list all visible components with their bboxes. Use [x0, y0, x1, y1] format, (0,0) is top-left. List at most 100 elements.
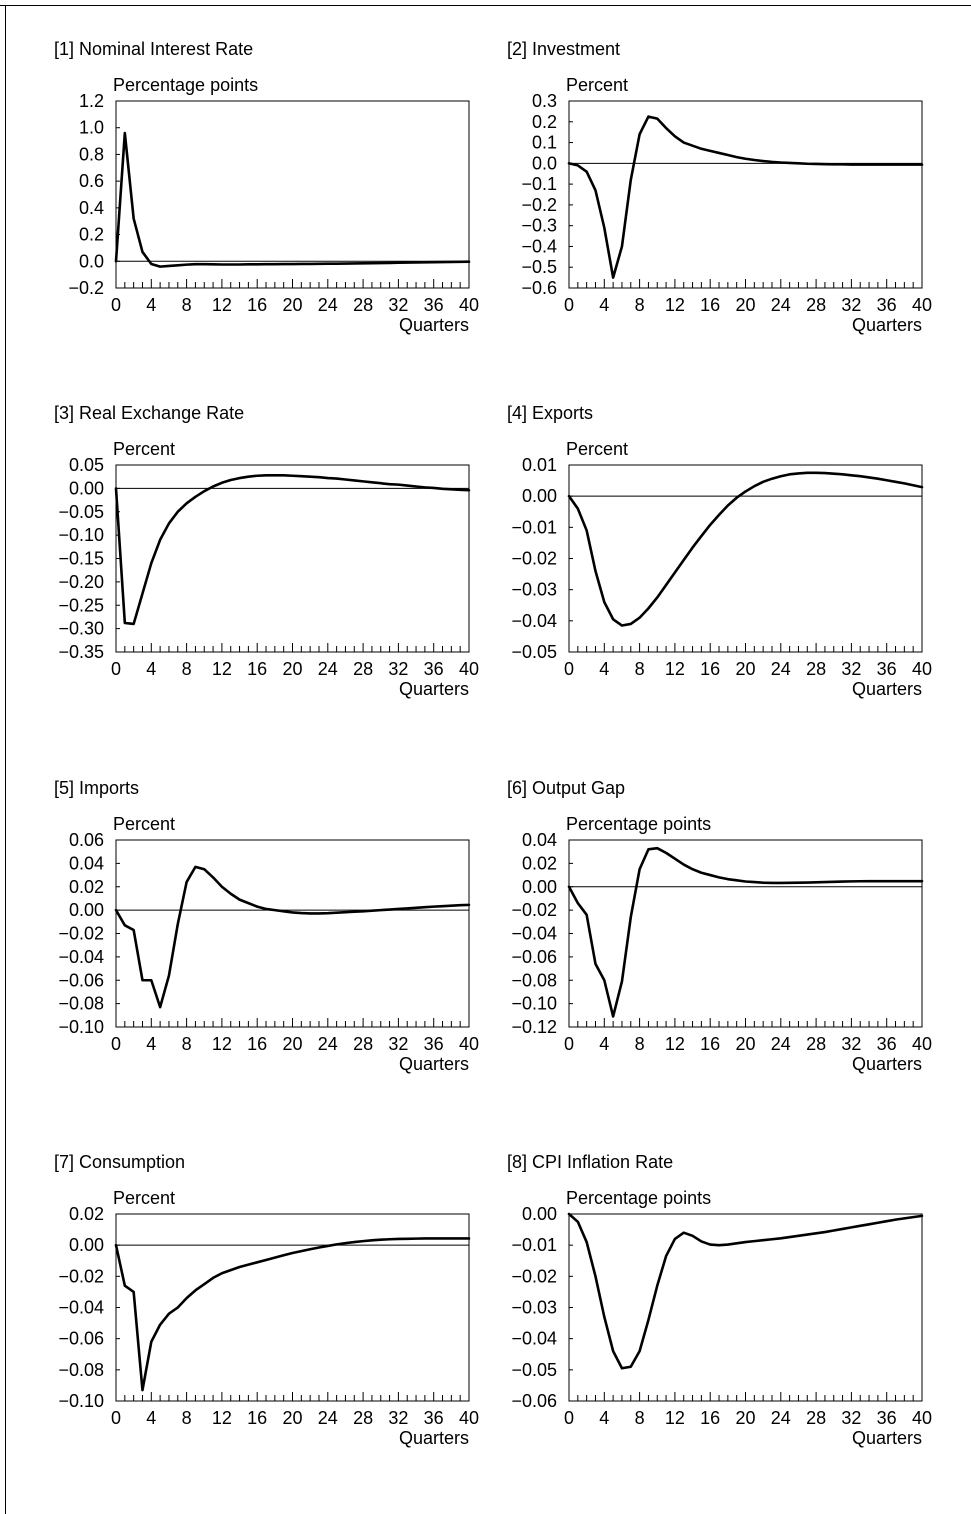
chart-title: [6] Output Gap — [507, 778, 625, 798]
x-tick-label: 4 — [146, 659, 156, 679]
y-tick-label: 0.00 — [522, 486, 557, 506]
y-tick-label: −0.3 — [521, 216, 557, 236]
x-tick-label: 20 — [735, 1408, 755, 1428]
y-axis-unit-label: Percent — [566, 75, 628, 95]
x-axis-label: Quarters — [399, 315, 469, 335]
x-tick-label: 28 — [353, 295, 373, 315]
y-tick-label: −0.30 — [58, 619, 104, 639]
series-line — [567, 115, 924, 279]
chart-panel-4: [4] Exports Percent 0 4 8 12 16 20 24 28 32 36 40Qua… — [507, 403, 932, 699]
x-tick-label: 12 — [665, 1408, 685, 1428]
y-tick-label: 0.04 — [522, 830, 557, 850]
x-tick-label: 40 — [912, 295, 932, 315]
x-tick-label: 0 — [564, 295, 574, 315]
x-tick-label: 0 — [111, 659, 121, 679]
x-tick-label: 24 — [318, 659, 338, 679]
x-tick-label: 24 — [771, 1034, 791, 1054]
x-tick-label: 16 — [700, 295, 720, 315]
x-tick-label: 0 — [564, 1034, 574, 1054]
y-tick-label: −0.05 — [511, 642, 557, 662]
x-axis-label: Quarters — [852, 315, 922, 335]
y-axis-unit-label: Percentage points — [566, 1188, 711, 1208]
y-axis-unit-label: Percent — [113, 1188, 175, 1208]
y-tick-label: 0.00 — [522, 1204, 557, 1224]
x-tick-label: 40 — [459, 659, 479, 679]
y-tick-label: 0.00 — [522, 877, 557, 897]
y-tick-label: −0.6 — [521, 278, 557, 298]
y-tick-label: −0.03 — [511, 1298, 557, 1318]
x-tick-label: 12 — [212, 1408, 232, 1428]
x-tick-label: 32 — [841, 1408, 861, 1428]
x-tick-label: 12 — [665, 1034, 685, 1054]
y-tick-label: −0.08 — [58, 994, 104, 1014]
y-tick-label: 0.00 — [69, 1235, 104, 1255]
x-tick-label: 40 — [459, 295, 479, 315]
y-tick-label: −0.04 — [511, 924, 557, 944]
x-tick-label: 12 — [212, 1034, 232, 1054]
chart-panel-1: [1] Nominal Interest Rate Percentage poin… — [54, 39, 479, 335]
x-tick-label: 28 — [806, 295, 826, 315]
x-tick-label: 8 — [635, 295, 645, 315]
chart-panel-6: [6] Output Gap Percentage points 0 4 8 12 16 20… — [507, 778, 932, 1074]
y-tick-label: 0.02 — [522, 853, 557, 873]
x-tick-label: 24 — [771, 1408, 791, 1428]
series-line — [114, 131, 471, 268]
y-tick-label: −0.02 — [511, 549, 557, 569]
y-tick-label: −0.08 — [511, 970, 557, 990]
x-tick-label: 4 — [146, 1408, 156, 1428]
x-tick-label: 0 — [111, 1408, 121, 1428]
y-tick-label: 0.6 — [79, 171, 104, 191]
x-tick-label: 36 — [877, 1408, 897, 1428]
x-tick-label: 32 — [388, 1408, 408, 1428]
x-tick-label: 36 — [424, 295, 444, 315]
y-axis-unit-label: Percentage points — [113, 75, 258, 95]
series-line — [567, 471, 924, 627]
x-tick-label: 16 — [700, 659, 720, 679]
x-tick-label: 8 — [635, 1408, 645, 1428]
y-tick-label: 0.4 — [79, 198, 104, 218]
x-tick-label: 8 — [635, 659, 645, 679]
y-tick-label: −0.5 — [521, 257, 557, 277]
y-tick-label: −0.06 — [58, 1329, 104, 1349]
y-tick-label: −0.25 — [58, 595, 104, 615]
y-tick-label: −0.02 — [58, 1266, 104, 1286]
plot-area — [115, 839, 470, 1028]
y-tick-label: 0.01 — [522, 455, 557, 475]
x-tick-label: 0 — [564, 1408, 574, 1428]
y-tick-label: −0.10 — [58, 1017, 104, 1037]
chart-panel-5: [5] Imports Percent 0 4 8 12 16 20 24 28 32 36 40Qua… — [54, 778, 479, 1074]
y-axis-unit-label: Percent — [113, 814, 175, 834]
x-axis-label: Quarters — [852, 679, 922, 699]
x-axis-label: Quarters — [399, 1054, 469, 1074]
x-tick-label: 0 — [111, 295, 121, 315]
x-tick-label: 4 — [599, 295, 609, 315]
x-tick-label: 4 — [599, 1408, 609, 1428]
x-axis-label: Quarters — [852, 1054, 922, 1074]
y-tick-label: −0.10 — [511, 994, 557, 1014]
y-tick-label: 0.04 — [69, 853, 104, 873]
chart-title: [5] Imports — [54, 778, 139, 798]
y-tick-label: 0.00 — [69, 478, 104, 498]
x-tick-label: 32 — [388, 659, 408, 679]
x-tick-label: 16 — [700, 1034, 720, 1054]
x-tick-label: 12 — [212, 295, 232, 315]
x-axis-label: Quarters — [852, 1428, 922, 1448]
x-axis-label: Quarters — [399, 679, 469, 699]
y-tick-label: −0.04 — [511, 1329, 557, 1349]
y-tick-label: −0.2 — [68, 278, 104, 298]
y-tick-label: 0.06 — [69, 830, 104, 850]
chart-panel-8: [8] CPI Inflation Rate Percentage points 0… — [507, 1152, 932, 1448]
x-tick-label: 40 — [459, 1408, 479, 1428]
y-axis-unit-label: Percent — [113, 439, 175, 459]
x-tick-label: 28 — [806, 1034, 826, 1054]
x-tick-label: 28 — [353, 1034, 373, 1054]
x-tick-label: 40 — [459, 1034, 479, 1054]
x-tick-label: 20 — [282, 295, 302, 315]
y-tick-label: 0.02 — [69, 877, 104, 897]
x-tick-label: 28 — [806, 659, 826, 679]
x-tick-label: 0 — [564, 659, 574, 679]
x-tick-label: 24 — [318, 295, 338, 315]
x-tick-label: 24 — [318, 1034, 338, 1054]
plot-area — [115, 100, 470, 289]
